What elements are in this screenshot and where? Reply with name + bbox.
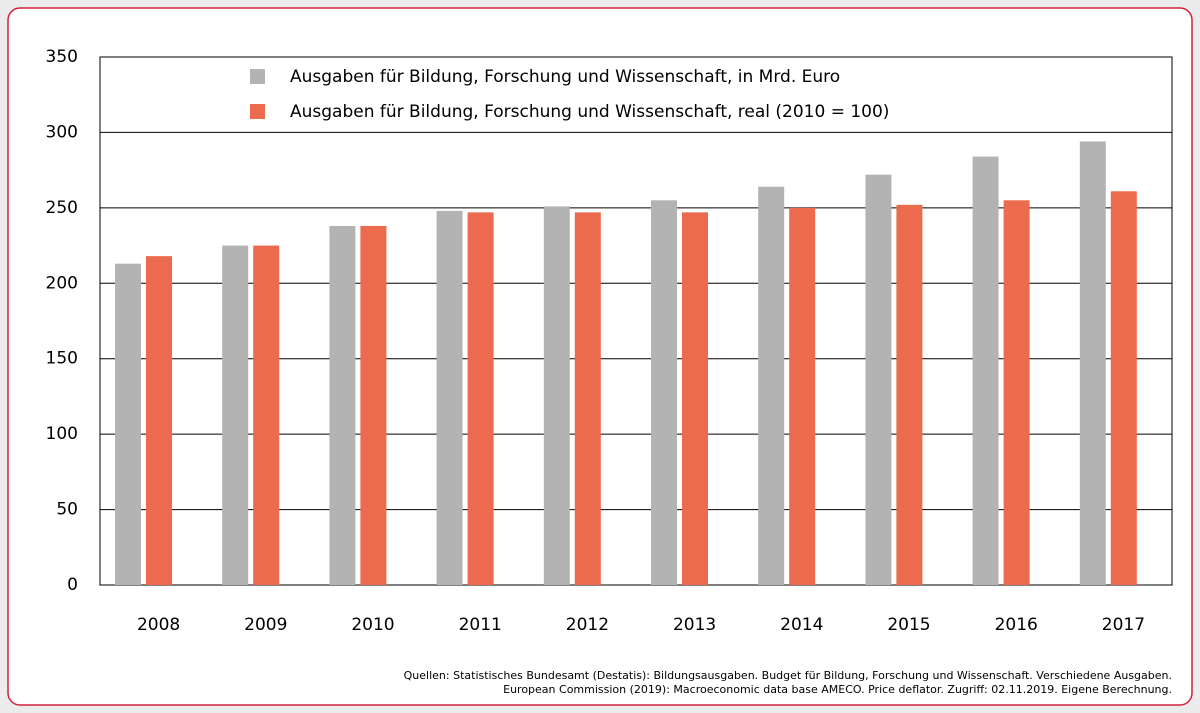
y-tick-label: 150 bbox=[46, 349, 78, 369]
bar bbox=[1079, 141, 1106, 586]
bar bbox=[896, 204, 923, 585]
legend-label: Ausgaben für Bildung, Forschung und Wiss… bbox=[290, 102, 889, 122]
x-tick-label: 2015 bbox=[887, 615, 930, 635]
bar bbox=[574, 212, 601, 585]
legend-swatch bbox=[250, 69, 265, 84]
bar bbox=[436, 210, 463, 586]
bar bbox=[115, 263, 141, 585]
y-tick-label: 200 bbox=[46, 273, 78, 293]
x-tick-label: 2014 bbox=[780, 615, 823, 635]
x-tick-label: 2012 bbox=[566, 615, 609, 635]
x-tick-label: 2011 bbox=[459, 615, 502, 635]
x-tick-label: 2008 bbox=[137, 615, 180, 635]
bar bbox=[682, 212, 708, 585]
y-tick-label: 100 bbox=[46, 424, 78, 444]
bar bbox=[253, 245, 280, 586]
y-tick-label: 250 bbox=[46, 198, 78, 218]
bar bbox=[222, 245, 249, 586]
bar bbox=[146, 256, 172, 585]
bar bbox=[467, 212, 494, 585]
bar bbox=[651, 200, 677, 586]
source-note: Quellen: Statistisches Bundesamt (Destat… bbox=[404, 669, 1172, 682]
bar bbox=[865, 174, 892, 585]
x-tick-label: 2010 bbox=[351, 615, 394, 635]
bar bbox=[758, 186, 785, 586]
y-tick-label: 350 bbox=[46, 47, 78, 67]
bar bbox=[1110, 191, 1137, 585]
bar bbox=[972, 156, 999, 585]
bar bbox=[1003, 200, 1030, 586]
bar bbox=[543, 206, 570, 585]
x-tick-label: 2017 bbox=[1102, 615, 1145, 635]
source-note: European Commission (2019): Macroeconomi… bbox=[503, 683, 1172, 696]
bar bbox=[360, 225, 387, 585]
bar bbox=[789, 207, 816, 585]
x-tick-label: 2009 bbox=[244, 615, 287, 635]
legend-swatch bbox=[250, 104, 265, 119]
x-tick-label: 2016 bbox=[995, 615, 1038, 635]
y-tick-label: 300 bbox=[46, 122, 78, 142]
y-tick-label: 0 bbox=[67, 575, 78, 595]
bar bbox=[329, 225, 356, 585]
legend-label: Ausgaben für Bildung, Forschung und Wiss… bbox=[290, 67, 840, 87]
y-tick-label: 50 bbox=[56, 500, 78, 520]
x-tick-label: 2013 bbox=[673, 615, 716, 635]
